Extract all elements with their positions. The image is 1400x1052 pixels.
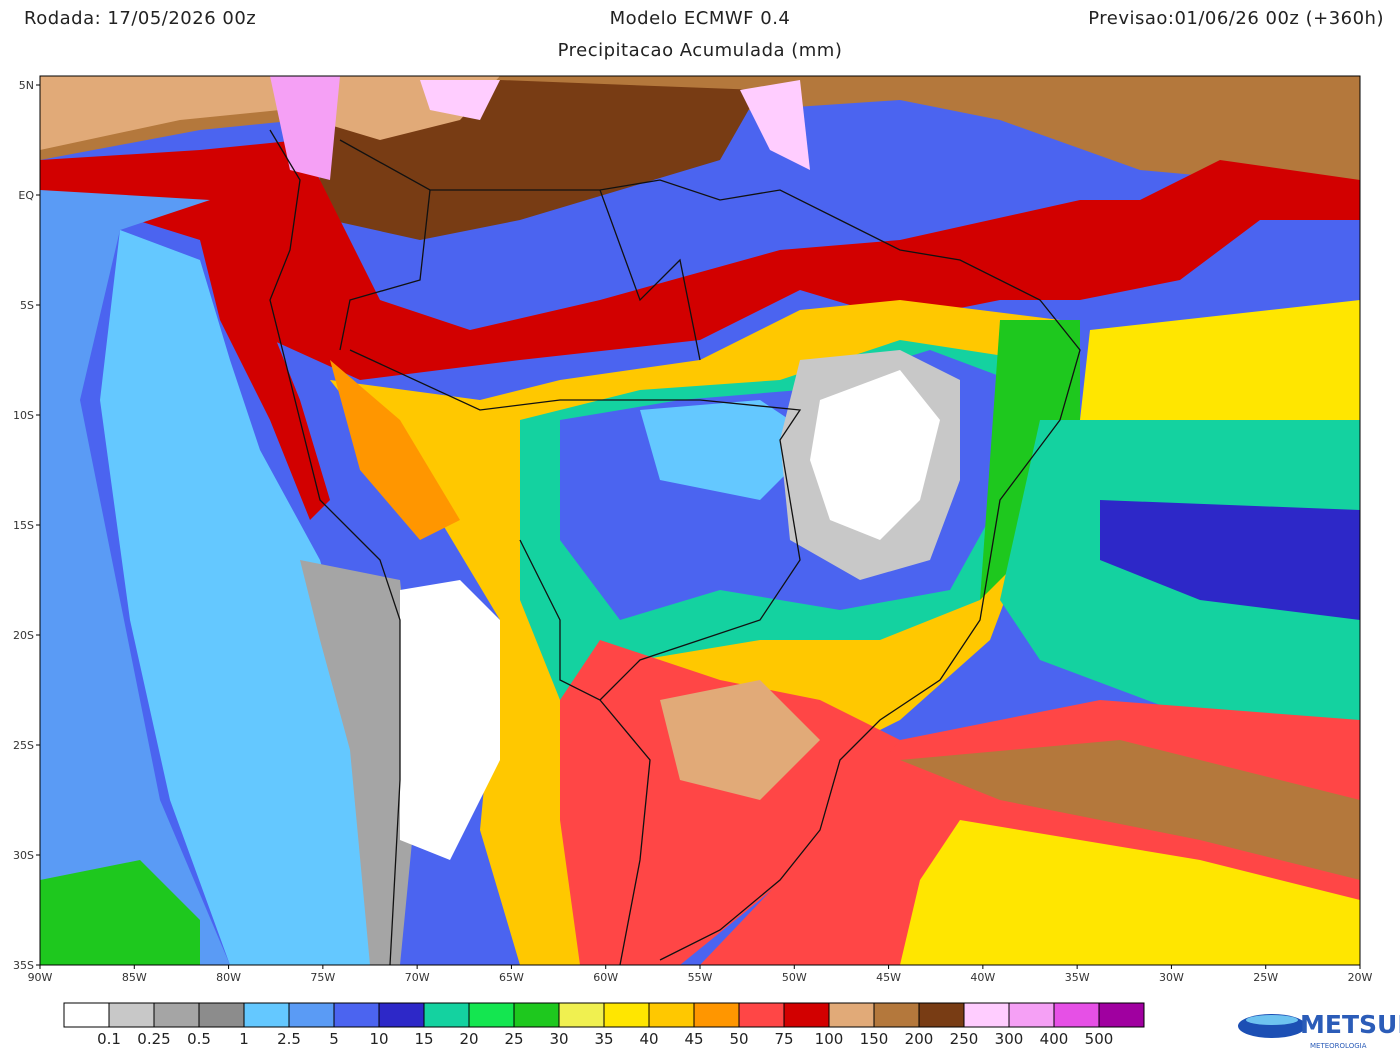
legend-label: 0.5 (187, 1030, 211, 1048)
legend-swatch (1008, 1002, 1055, 1028)
legend-swatch (108, 1002, 155, 1028)
lat-label: 5S (20, 299, 34, 312)
legend-swatch (648, 1002, 695, 1028)
legend-label: 0.1 (97, 1030, 121, 1048)
legend-swatch (63, 1002, 110, 1028)
lon-label: 75W (310, 971, 335, 984)
legend-label: 150 (860, 1030, 889, 1048)
legend-swatch (693, 1002, 740, 1028)
lon-label: 20W (1348, 971, 1373, 984)
logo-text: METSUL (1300, 1010, 1400, 1039)
lon-label: 35W (1065, 971, 1090, 984)
lon-label: 30W (1159, 971, 1184, 984)
legend-swatch (963, 1002, 1010, 1028)
lat-label: EQ (18, 189, 34, 202)
legend-label: 400 (1040, 1030, 1069, 1048)
subtitle: Precipitacao Acumulada (mm) (558, 40, 843, 61)
legend-label: 50 (729, 1030, 748, 1048)
legend-swatch (783, 1002, 830, 1028)
legend-swatch (198, 1002, 245, 1028)
legend-label: 30 (549, 1030, 568, 1048)
lat-label: 25S (13, 739, 34, 752)
legend-swatch (918, 1002, 965, 1028)
lon-label: 70W (405, 971, 430, 984)
lon-label: 80W (216, 971, 241, 984)
legend-swatch (558, 1002, 605, 1028)
legend-swatch (468, 1002, 515, 1028)
lat-label: 35S (13, 959, 34, 972)
model-label: Modelo ECMWF 0.4 (610, 8, 791, 29)
logo-subtext: METEOROLOGIA (1310, 1042, 1367, 1050)
lon-label: 55W (688, 971, 713, 984)
lon-label: 40W (970, 971, 995, 984)
legend-swatch (873, 1002, 920, 1028)
lon-label: 85W (122, 971, 147, 984)
legend-label: 1 (239, 1030, 249, 1048)
lon-label: 25W (1253, 971, 1278, 984)
lon-label: 45W (876, 971, 901, 984)
legend-label: 45 (684, 1030, 703, 1048)
lat-label: 10S (13, 409, 34, 422)
legend-swatch (828, 1002, 875, 1028)
legend-swatch (288, 1002, 335, 1028)
lon-label: 60W (593, 971, 618, 984)
legend-label: 25 (504, 1030, 523, 1048)
lon-label: 50W (782, 971, 807, 984)
legend-swatch (1053, 1002, 1100, 1028)
lon-label: 65W (499, 971, 524, 984)
lat-label: 20S (13, 629, 34, 642)
run-label: Rodada: 17/05/2026 00z (24, 8, 256, 29)
legend-swatch (513, 1002, 560, 1028)
legend-label: 500 (1085, 1030, 1114, 1048)
legend: 0.1 0.25 0.5 1 2.5 5 10 15 20 25 30 35 40 45 50 75 100 15… (63, 1002, 1145, 1048)
legend-label: 35 (594, 1030, 613, 1048)
legend-swatch (603, 1002, 650, 1028)
legend-swatch (738, 1002, 785, 1028)
legend-label: 20 (459, 1030, 478, 1048)
forecast-label: Previsao:01/06/26 00z (+360h) (1088, 8, 1384, 29)
legend-label: 15 (414, 1030, 433, 1048)
legend-swatch (243, 1002, 290, 1028)
legend-label: 40 (639, 1030, 658, 1048)
legend-label: 75 (774, 1030, 793, 1048)
legend-swatch (378, 1002, 425, 1028)
legend-label: 250 (950, 1030, 979, 1048)
lat-label: 5N (19, 79, 34, 92)
legend-label: 5 (329, 1030, 339, 1048)
legend-label: 0.25 (137, 1030, 170, 1048)
legend-label: 100 (815, 1030, 844, 1048)
legend-swatch (333, 1002, 380, 1028)
legend-label: 10 (369, 1030, 388, 1048)
lat-label: 30S (13, 849, 34, 862)
legend-label: 2.5 (277, 1030, 301, 1048)
lat-label: 15S (13, 519, 34, 532)
lon-label: 90W (28, 971, 53, 984)
legend-swatch (423, 1002, 470, 1028)
legend-swatch (1098, 1002, 1145, 1028)
logo: METSUL METEOROLOGIA (1238, 1010, 1400, 1050)
legend-swatch (153, 1002, 200, 1028)
legend-label: 300 (995, 1030, 1024, 1048)
legend-label: 200 (905, 1030, 934, 1048)
